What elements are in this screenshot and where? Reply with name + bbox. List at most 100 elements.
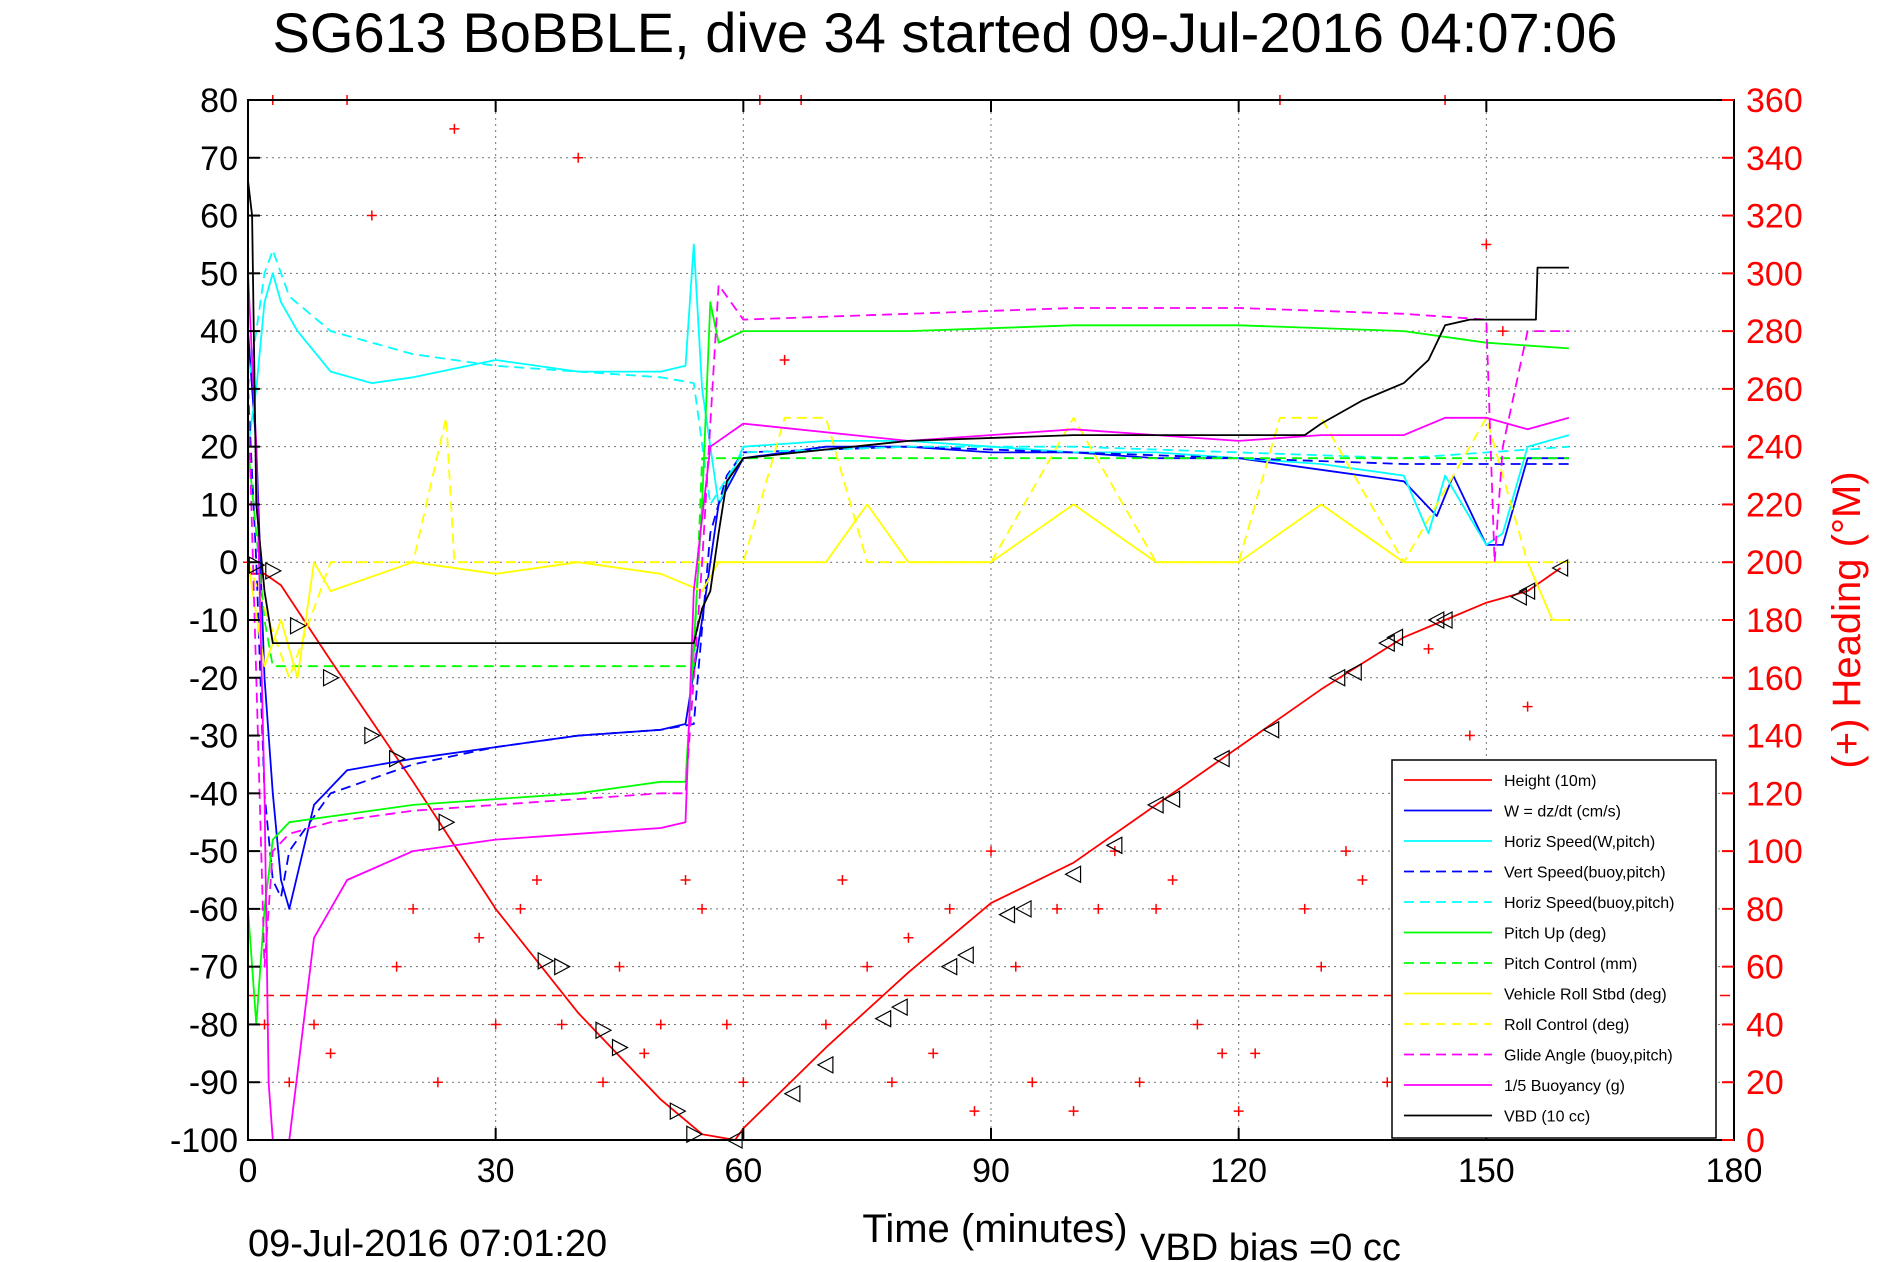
height-marker [669, 1102, 687, 1121]
legend-label: W = dz/dt (cm/s) [1504, 804, 1621, 821]
heading-point [1068, 1106, 1079, 1117]
height-marker [1386, 628, 1404, 647]
height-markers [248, 556, 1569, 1149]
y-tick-label: 40 [200, 313, 238, 351]
heading-point [738, 1077, 749, 1088]
height-marker [1427, 611, 1445, 629]
x-tick-label: 150 [1458, 1152, 1515, 1190]
y-tick-label: -100 [170, 1122, 238, 1160]
heading-point [1192, 1019, 1203, 1030]
heading-point [1299, 903, 1310, 914]
footer-vbd-bias: VBD bias =0 cc [1140, 1227, 1401, 1262]
legend-label: Horiz Speed(W,pitch) [1504, 834, 1655, 851]
heading-point [284, 1077, 295, 1088]
heading-point [1464, 730, 1475, 741]
heading-point [886, 1077, 897, 1088]
legend-label: Roll Control (deg) [1504, 1017, 1629, 1034]
height-marker [816, 1055, 834, 1074]
height-marker [1014, 899, 1032, 918]
series-w-dz-dt-cm-s [247, 331, 1569, 910]
heading-point [1233, 1106, 1244, 1117]
y-tick-label: -70 [189, 949, 238, 987]
height-marker [1518, 582, 1536, 601]
legend-label: VBD (10 cc) [1504, 1109, 1590, 1126]
heading-point [1250, 1048, 1261, 1059]
heading-point [779, 355, 790, 365]
heading-point [944, 903, 955, 914]
heading-point [1522, 701, 1533, 712]
height-marker [1510, 587, 1527, 606]
y2-tick-label: 280 [1746, 313, 1803, 351]
heading-point [1357, 875, 1368, 885]
heading-point [928, 1048, 939, 1059]
series-pitch-control-mm [247, 446, 1569, 668]
heading-point [1316, 961, 1327, 972]
y2-ticks: 3603403203002802602402202001801601401201… [1722, 82, 1803, 1160]
x-ticks: 0 30 60 90 120 150 180 [239, 100, 1762, 1190]
heading-point [597, 1077, 608, 1088]
heading-point [655, 1019, 666, 1030]
y-tick-label: 50 [200, 255, 238, 293]
heading-point [309, 1019, 320, 1030]
heading-point [837, 875, 848, 885]
heading-point [721, 1019, 732, 1030]
series-1-5-buoyancy-g [247, 273, 1570, 1141]
legend-label: 1/5 Buoyancy (g) [1504, 1078, 1625, 1095]
y2-tick-label: 340 [1746, 140, 1803, 178]
height-marker [1551, 559, 1569, 577]
height-marker [389, 749, 406, 768]
y2-tick-label: 120 [1746, 775, 1803, 813]
height-marker [956, 946, 974, 965]
height-marker [438, 813, 456, 832]
heading-point [862, 961, 873, 972]
y2-tick-label: 100 [1746, 833, 1803, 871]
heading-point [1217, 1048, 1228, 1059]
heading-point [1423, 643, 1434, 654]
x-tick-label: 0 [239, 1152, 258, 1190]
height-marker [890, 998, 908, 1017]
legend-label: Pitch Up (deg) [1504, 926, 1606, 943]
series-heading [243, 95, 1558, 1117]
height-marker [537, 951, 555, 970]
y-tick-label: -80 [189, 1006, 238, 1044]
x-tick-label: 90 [972, 1152, 1010, 1190]
height-marker [595, 1021, 613, 1040]
legend-label: Vehicle Roll Stbd (deg) [1504, 987, 1667, 1004]
height-marker [1344, 663, 1362, 681]
heading-point [614, 961, 625, 972]
heading-point [1151, 903, 1162, 914]
heading-point [1052, 903, 1063, 914]
y-tick-label: -90 [189, 1064, 238, 1102]
heading-point [1167, 875, 1178, 885]
x-axis-label: Time (minutes) [862, 1207, 1127, 1251]
y-tick-label: -30 [189, 718, 238, 756]
height-marker [611, 1038, 629, 1057]
y2-tick-label: 80 [1746, 891, 1784, 929]
series-horiz-speed-w-pitch [247, 243, 1570, 546]
y-tick-label: 10 [200, 486, 238, 524]
heading-point [639, 1048, 650, 1059]
x-tick-label: 30 [477, 1152, 515, 1190]
heading-point [1134, 1077, 1145, 1088]
heading-point [531, 875, 542, 885]
height-marker [1105, 836, 1123, 855]
height-marker [783, 1084, 801, 1103]
height-marker [686, 1125, 704, 1144]
height-marker [1146, 795, 1164, 814]
y2-tick-label: 360 [1746, 82, 1803, 120]
height-marker [364, 726, 382, 745]
heading-point [697, 903, 708, 914]
y2-tick-label: 220 [1746, 486, 1803, 524]
heading-point [1481, 239, 1492, 250]
y-tick-label: 70 [200, 140, 238, 178]
heading-point [449, 123, 460, 134]
height-marker [1377, 634, 1395, 653]
height-marker [289, 616, 307, 635]
legend-label: Pitch Control (mm) [1504, 956, 1637, 973]
y2-tick-label: 140 [1746, 718, 1803, 756]
chart-title: SG613 BoBBLE, dive 34 started 09-Jul-201… [273, 1, 1618, 64]
y2-tick-label: 180 [1746, 602, 1803, 640]
height-marker [248, 556, 266, 575]
y-tick-label: 60 [200, 198, 238, 236]
